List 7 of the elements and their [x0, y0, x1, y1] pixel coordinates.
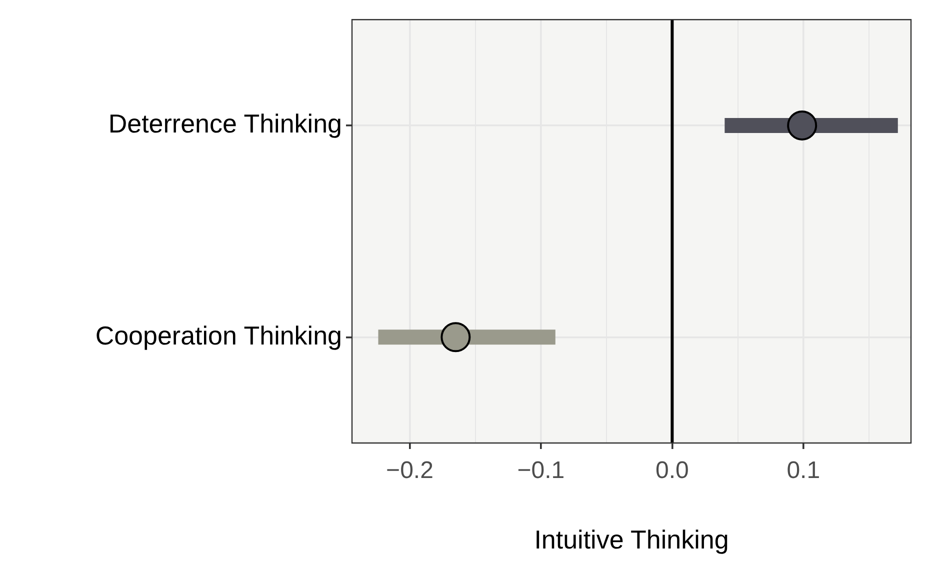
x-axis-title: Intuitive Thinking	[534, 524, 729, 555]
x-tick-label: −0.2	[386, 457, 434, 484]
x-tick-label: 0.1	[786, 457, 820, 484]
y-tick-label: Cooperation Thinking	[95, 320, 342, 350]
x-tick-label: 0.0	[655, 457, 689, 484]
x-tick-label: −0.1	[517, 457, 565, 484]
y-tick-label: Deterrence Thinking	[108, 108, 342, 139]
